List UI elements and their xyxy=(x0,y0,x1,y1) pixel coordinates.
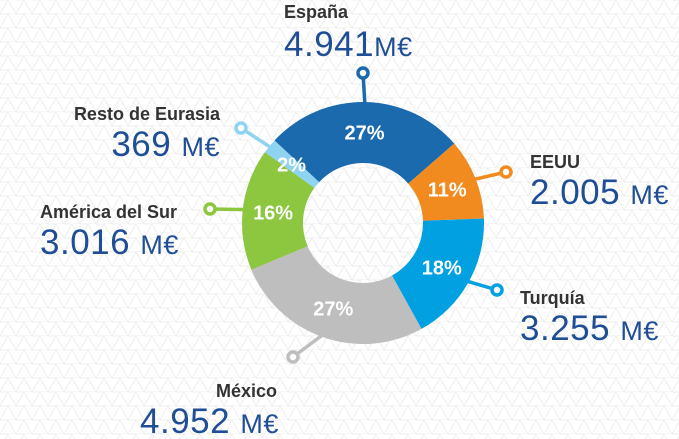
callout-dot-america-del-sur xyxy=(203,202,217,216)
slice-name: América del Sur xyxy=(40,202,178,222)
slice-value: 369 M€ xyxy=(111,125,220,164)
slice-turquia xyxy=(391,218,484,329)
callout-dot-mexico xyxy=(286,350,300,364)
slice-mexico xyxy=(251,246,422,344)
slice-name: EEUU xyxy=(530,152,581,172)
slice-espana xyxy=(274,101,455,184)
slice-america-del-sur xyxy=(241,152,315,270)
callout-dot-eeuu xyxy=(499,165,513,179)
callout-dot-turquia xyxy=(490,283,504,297)
percent-label-mexico: 27% xyxy=(313,298,353,320)
percent-label-eeuu: 11% xyxy=(428,180,467,202)
slice-value: 3.255 M€ xyxy=(520,309,659,348)
callout-dot-espana xyxy=(356,66,370,80)
label-america-del-sur: América del Sur 3.016 M€ xyxy=(40,202,179,263)
donut-hole-pattern xyxy=(304,164,422,282)
slice-resto-de-eurasia xyxy=(264,140,320,188)
percent-label-espana: 27% xyxy=(345,123,385,145)
slice-value: 2.005 M€ xyxy=(530,173,669,212)
slice-value: 4.941M€ xyxy=(284,25,413,64)
label-resto-eurasia: Resto de Eurasia 369 M€ xyxy=(50,104,220,165)
label-turquia: Turquía 3.255 M€ xyxy=(520,288,659,349)
slice-value: 4.952 M€ xyxy=(140,402,279,439)
slice-value: 3.016 M€ xyxy=(40,223,179,262)
percent-label-america-del-sur: 16% xyxy=(253,203,293,225)
percent-label-resto-de-eurasia: 2% xyxy=(277,154,306,176)
label-espana: España 4.941M€ xyxy=(284,2,413,65)
slice-name: Turquía xyxy=(520,288,585,308)
slice-name: México xyxy=(216,381,278,401)
slice-eeuu xyxy=(408,143,484,221)
callout-dot-resto-de-eurasia xyxy=(234,121,248,135)
slice-name: España xyxy=(284,2,349,22)
label-eeuu: EEUU 2.005 M€ xyxy=(530,152,669,213)
percent-label-turquia: 18% xyxy=(422,258,462,280)
label-mexico: México 4.952 M€ xyxy=(140,381,280,439)
slice-name: Resto de Eurasia xyxy=(73,104,220,124)
